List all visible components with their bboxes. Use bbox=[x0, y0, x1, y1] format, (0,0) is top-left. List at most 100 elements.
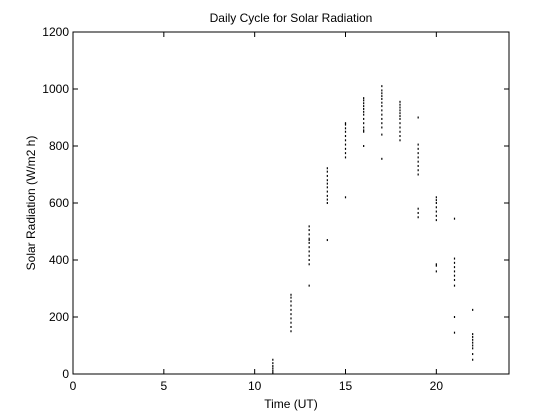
data-point bbox=[344, 196, 347, 199]
data-point bbox=[453, 270, 456, 273]
data-point bbox=[290, 308, 292, 311]
data-point bbox=[435, 263, 437, 266]
data-point bbox=[435, 214, 437, 217]
data-point bbox=[417, 160, 419, 163]
data-point bbox=[272, 362, 274, 365]
data-point bbox=[453, 217, 456, 220]
data-point bbox=[435, 202, 437, 204]
data-point bbox=[417, 169, 419, 172]
data-point bbox=[326, 174, 328, 177]
data-point bbox=[381, 92, 383, 95]
data-point bbox=[308, 259, 310, 261]
data-point bbox=[308, 246, 310, 249]
data-point bbox=[344, 139, 347, 142]
data-point bbox=[363, 126, 365, 129]
data-point bbox=[399, 103, 401, 106]
data-point bbox=[417, 152, 419, 155]
data-point bbox=[453, 316, 456, 318]
data-point bbox=[381, 101, 383, 104]
data-point bbox=[326, 198, 328, 201]
data-point bbox=[344, 127, 347, 130]
data-point bbox=[381, 157, 383, 160]
data-point bbox=[417, 216, 419, 219]
data-point bbox=[363, 97, 365, 100]
data-points bbox=[272, 85, 474, 374]
data-point bbox=[472, 358, 474, 361]
data-point bbox=[399, 135, 401, 138]
data-point bbox=[453, 278, 456, 281]
data-point bbox=[363, 129, 365, 132]
data-point bbox=[290, 304, 292, 307]
x-tick-label: 0 bbox=[70, 379, 77, 393]
data-point bbox=[308, 233, 310, 236]
data-point bbox=[308, 239, 310, 242]
x-tick-label: 15 bbox=[339, 379, 353, 393]
data-point bbox=[435, 270, 437, 273]
data-point bbox=[472, 338, 474, 341]
data-point bbox=[326, 182, 328, 185]
data-point bbox=[363, 105, 365, 108]
data-point bbox=[363, 145, 365, 147]
data-point bbox=[344, 123, 347, 126]
data-point bbox=[399, 109, 401, 112]
data-point bbox=[326, 186, 328, 189]
data-point bbox=[363, 122, 365, 125]
data-point bbox=[344, 156, 347, 159]
data-point bbox=[381, 95, 383, 98]
y-tick-label: 0 bbox=[62, 367, 69, 381]
data-point bbox=[472, 344, 474, 347]
data-point bbox=[381, 113, 383, 116]
x-axis-title: Time (UT) bbox=[264, 397, 318, 411]
data-point bbox=[363, 113, 365, 116]
data-point bbox=[381, 105, 383, 108]
y-tick-label: 400 bbox=[49, 253, 69, 267]
data-point bbox=[453, 266, 456, 269]
data-point bbox=[308, 229, 310, 232]
data-point bbox=[435, 264, 437, 267]
data-point bbox=[363, 110, 365, 113]
data-point bbox=[417, 143, 419, 146]
data-point bbox=[326, 190, 328, 193]
data-point bbox=[417, 156, 419, 159]
data-point bbox=[381, 97, 383, 100]
data-point bbox=[272, 365, 274, 368]
data-point bbox=[399, 100, 401, 103]
data-point bbox=[326, 202, 328, 204]
data-point bbox=[417, 116, 419, 119]
data-point bbox=[417, 211, 419, 214]
data-point bbox=[344, 122, 347, 125]
data-point bbox=[399, 106, 401, 109]
data-point bbox=[381, 117, 383, 120]
data-point bbox=[472, 335, 474, 338]
x-tick-label: 20 bbox=[430, 379, 444, 393]
data-point bbox=[290, 321, 292, 324]
data-point bbox=[453, 331, 456, 334]
data-point bbox=[472, 347, 474, 350]
data-point bbox=[399, 117, 401, 120]
data-point bbox=[308, 254, 310, 257]
data-point bbox=[272, 367, 274, 370]
chart-title: Daily Cycle for Solar Radiation bbox=[210, 11, 373, 25]
data-point bbox=[453, 261, 456, 264]
y-tick-label: 1000 bbox=[42, 82, 69, 96]
data-point bbox=[399, 126, 401, 129]
data-point bbox=[308, 263, 310, 266]
y-tick-label: 600 bbox=[49, 196, 69, 210]
data-point bbox=[435, 196, 437, 199]
data-point bbox=[472, 308, 474, 311]
data-point bbox=[453, 274, 456, 277]
data-point bbox=[290, 325, 292, 328]
data-point bbox=[344, 143, 347, 146]
data-point bbox=[326, 167, 328, 170]
data-point bbox=[381, 122, 383, 125]
data-point bbox=[344, 147, 347, 150]
data-point bbox=[308, 250, 310, 253]
data-point bbox=[308, 284, 310, 287]
data-point bbox=[417, 147, 419, 150]
data-point bbox=[435, 199, 437, 202]
data-point bbox=[290, 317, 292, 320]
data-point bbox=[453, 284, 456, 287]
